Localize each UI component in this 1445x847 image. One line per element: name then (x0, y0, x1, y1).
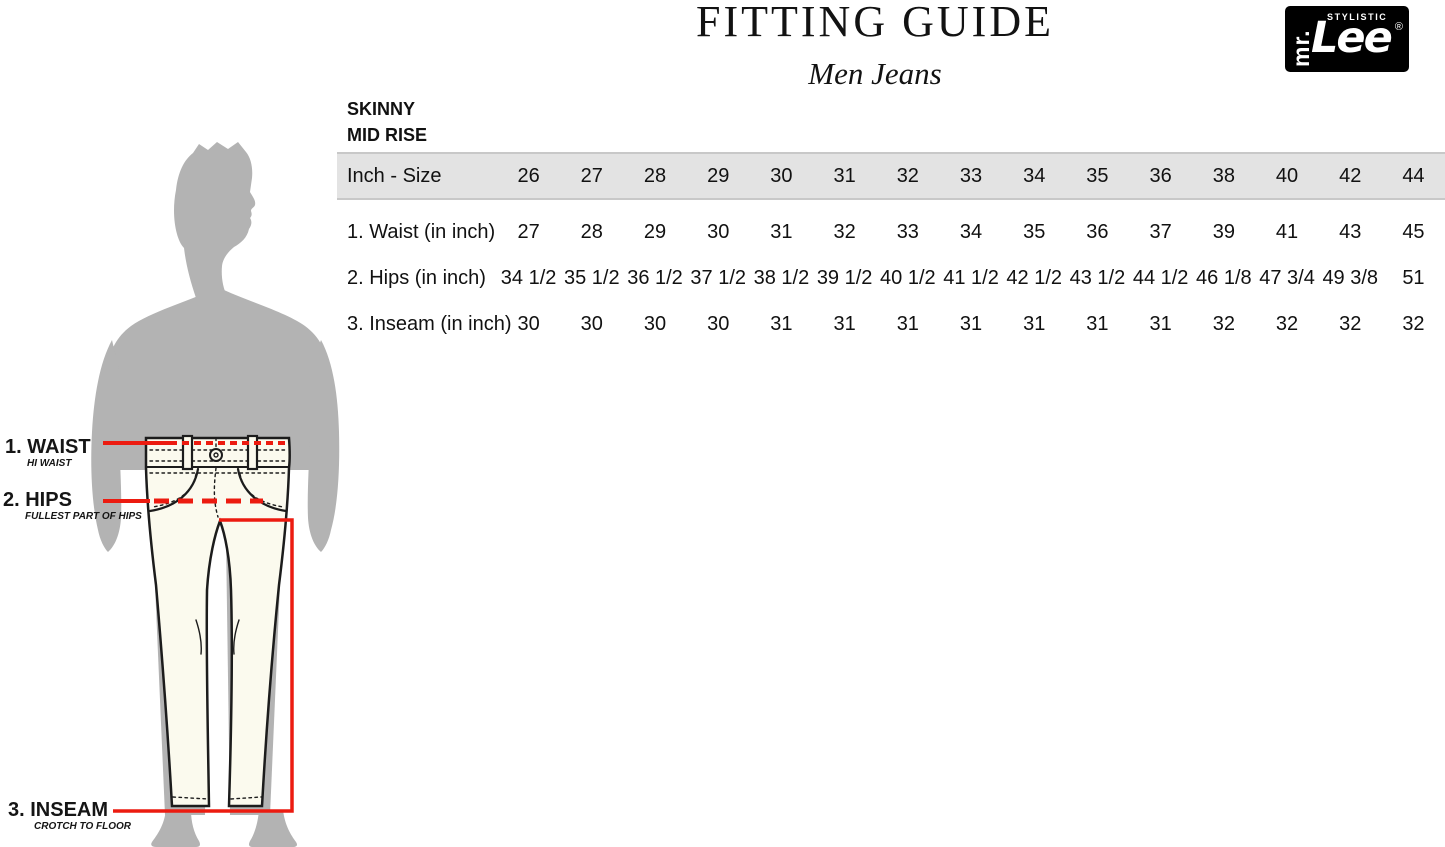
brand-logo: mr. STYLISTIC Lee ® (1285, 6, 1409, 72)
size-value-cell: 31 (770, 220, 793, 243)
annotation-waist: 1. WAIST HI WAIST (5, 436, 91, 469)
row-label: 1. Waist (in inch) (347, 220, 496, 243)
size-value-cell: 32 (1402, 312, 1425, 335)
size-header-cell: 36 (1149, 164, 1172, 187)
size-header-cell: 35 (1086, 164, 1109, 187)
size-header-cell: 28 (643, 164, 667, 187)
logo-vertical-text: mr. (1288, 29, 1314, 67)
size-value-cell: 34 (959, 220, 983, 243)
body-silhouette-jeans-illustration (91, 142, 340, 847)
size-value-cell: 40 1/2 (880, 266, 936, 289)
measurement-figure: 1. WAIST HI WAIST 2. HIPS FULLEST PART O… (0, 0, 340, 847)
size-value-cell: 30 (580, 312, 603, 335)
table-header-row: Inch - Size 26 27 28 29 30 31 32 33 34 35 36 38 40 42 4… (337, 152, 1445, 200)
size-value-cell: 37 1/2 (690, 266, 747, 289)
size-value-cell: 31 (833, 312, 856, 335)
size-header-cell: 38 (1212, 164, 1235, 187)
size-value-cell: 27 (517, 220, 540, 243)
registered-trademark-icon: ® (1394, 21, 1403, 33)
size-value-cell: 43 (1339, 220, 1362, 243)
annotation-hips: 2. HIPS FULLEST PART OF HIPS (3, 489, 142, 522)
annotation-inseam: 3. INSEAM CROTCH TO FLOOR (8, 799, 131, 832)
size-value-cell: 31 (959, 312, 983, 335)
size-value-cell: 39 1/2 (816, 266, 873, 289)
page-title: FITTING GUIDE (696, 0, 1054, 46)
row-label: 2. Hips (in inch) (347, 266, 486, 289)
annotation-inseam-label: 3. INSEAM (8, 799, 109, 821)
size-value-cell: 30 (643, 312, 667, 335)
table-data-row: 2. Hips (in inch) 34 1/2 35 1/2 36 1/2 37 1/… (337, 255, 1445, 301)
size-value-cell: 45 (1402, 220, 1425, 243)
size-value-cell: 41 1/2 (943, 266, 999, 289)
size-value-cell: 49 3/8 (1322, 266, 1379, 289)
size-value-cell: 32 (1212, 312, 1235, 335)
annotation-waist-label: 1. WAIST (5, 436, 91, 458)
size-value-cell: 47 3/4 (1259, 266, 1315, 289)
annotation-hips-sublabel: FULLEST PART OF HIPS (25, 511, 142, 522)
size-value-cell: 31 (1149, 312, 1172, 335)
logo-brand-text: Lee (1311, 13, 1393, 63)
size-value-cell: 29 (643, 220, 667, 243)
size-value-cell: 31 (1086, 312, 1109, 335)
annotation-inseam-sublabel: CROTCH TO FLOOR (34, 821, 132, 832)
size-value-cell: 31 (770, 312, 793, 335)
size-header-cell: 27 (580, 164, 603, 187)
size-header-cell: 44 (1402, 164, 1425, 187)
row-label: 3. Inseam (in inch) (347, 312, 512, 335)
size-value-cell: 35 1/2 (564, 266, 620, 289)
fit-style-line1: SKINNY (347, 99, 416, 119)
size-header-cell: 31 (833, 164, 856, 187)
size-table: Inch - Size 26 27 28 29 30 31 32 33 34 35 36 38 40 42 4… (337, 152, 1445, 347)
page-subtitle: Men Jeans (808, 56, 942, 91)
size-value-cell: 37 (1149, 220, 1172, 243)
size-value-cell: 30 (707, 312, 730, 335)
size-value-cell: 42 1/2 (1006, 266, 1063, 289)
size-value-cell: 32 (1275, 312, 1299, 335)
size-value-cell: 38 1/2 (753, 266, 810, 289)
size-header-cell: 34 (1023, 164, 1046, 187)
size-value-cell: 31 (896, 312, 919, 335)
size-value-cell: 33 (896, 220, 919, 243)
size-value-cell: 31 (1023, 312, 1046, 335)
annotation-hips-label: 2. HIPS (3, 489, 72, 511)
size-value-cell: 41 (1275, 220, 1299, 243)
size-value-cell: 35 (1023, 220, 1046, 243)
size-value-cell: 46 1/8 (1196, 266, 1252, 289)
size-value-cell: 32 (1339, 312, 1362, 335)
size-header-cell: 32 (896, 164, 919, 187)
table-data-row: 1. Waist (in inch) 27 28 29 30 31 32 33 34 35 36 37… (337, 209, 1445, 255)
size-value-cell: 30 (517, 312, 540, 335)
jeans-illustration (144, 434, 291, 808)
fit-style-label: SKINNY MID RISE (347, 96, 427, 148)
size-value-cell: 43 1/2 (1069, 266, 1126, 289)
measurement-lines (103, 441, 294, 813)
size-value-cell: 36 1/2 (627, 266, 683, 289)
inseam-line (113, 518, 294, 813)
size-value-cell: 44 1/2 (1132, 266, 1189, 289)
row-label: Inch - Size (347, 164, 442, 187)
size-value-cell: 30 (707, 220, 730, 243)
size-value-cell: 39 (1212, 220, 1235, 243)
logo-tagline: STYLISTIC (1327, 12, 1388, 22)
size-value-cell: 34 1/2 (500, 266, 557, 289)
size-value-cell: 51 (1402, 266, 1425, 289)
size-header-cell: 30 (770, 164, 793, 187)
size-value-cell: 32 (833, 220, 856, 243)
table-data-row: 3. Inseam (in inch) 30 30 30 30 31 31 31 31 31 31 3… (337, 301, 1445, 347)
size-header-cell: 42 (1339, 164, 1362, 187)
size-header-cell: 33 (959, 164, 983, 187)
fit-style-line2: MID RISE (347, 125, 428, 145)
size-value-cell: 28 (580, 220, 603, 243)
size-header-cell: 40 (1275, 164, 1299, 187)
size-header-cell: 26 (517, 164, 540, 187)
size-value-cell: 36 (1086, 220, 1109, 243)
annotation-waist-sublabel: HI WAIST (27, 458, 72, 469)
size-header-cell: 29 (707, 164, 730, 187)
